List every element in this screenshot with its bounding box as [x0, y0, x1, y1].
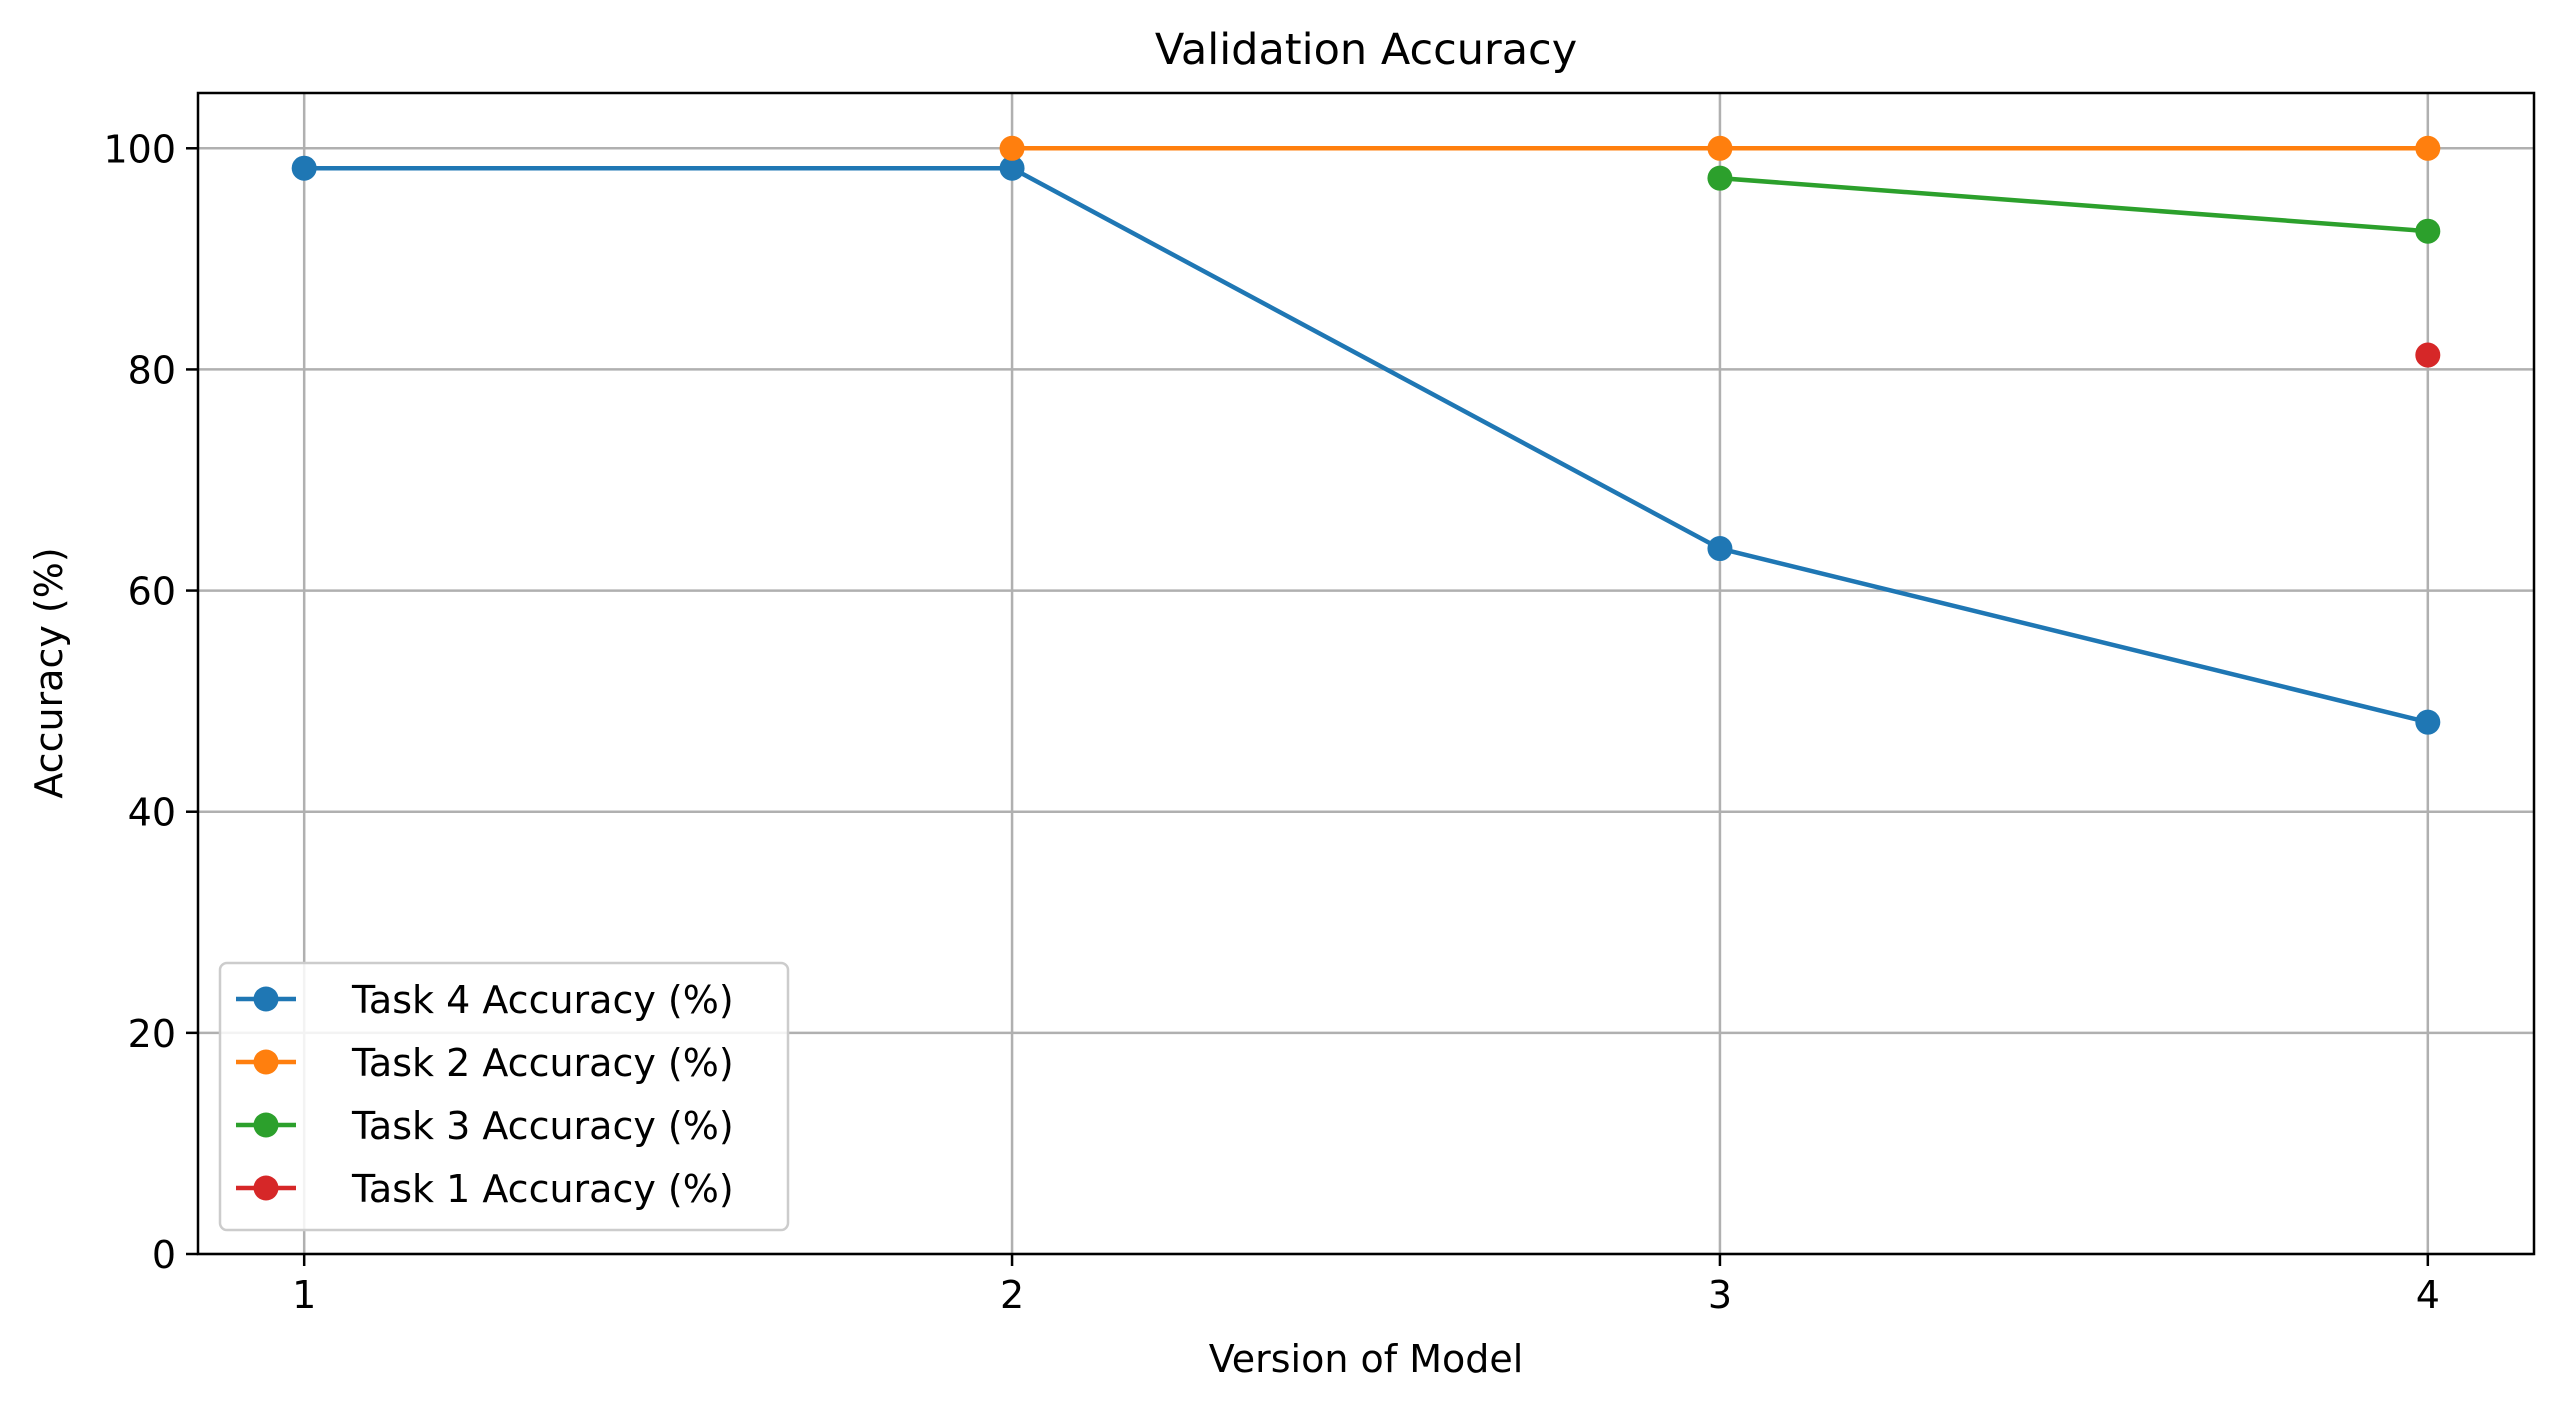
- legend-entry: Task 4 Accuracy (%): [236, 978, 734, 1022]
- x-tick-label: 4: [2416, 1273, 2440, 1317]
- y-tick-label: 100: [103, 127, 176, 171]
- x-tick-label: 1: [292, 1273, 316, 1317]
- plot-frame: [196, 91, 2536, 1256]
- x-tick-label: 2: [1000, 1273, 1024, 1317]
- x-axis-label: Version of Model: [1209, 1337, 1524, 1381]
- data-point: [1707, 165, 1733, 191]
- legend-label: Task 3 Accuracy (%): [351, 1104, 734, 1148]
- legend-box: [218, 961, 790, 1232]
- legend-label: Task 4 Accuracy (%): [351, 978, 734, 1022]
- data-point: [1707, 536, 1733, 562]
- y-tick-label: 20: [128, 1012, 176, 1056]
- legend-entry: Task 3 Accuracy (%): [236, 1104, 734, 1148]
- legend-entry: Task 2 Accuracy (%): [236, 1041, 734, 1085]
- legend-marker: [253, 1112, 279, 1138]
- legend-marker: [253, 1049, 279, 1075]
- data-point: [291, 155, 317, 181]
- series-1: [291, 155, 2441, 735]
- series-2: [999, 135, 2441, 161]
- data-point: [1707, 135, 1733, 161]
- y-tick-label: 40: [128, 791, 176, 835]
- y-axis-label: Accuracy (%): [27, 547, 71, 798]
- data-point: [2415, 218, 2441, 244]
- series-4: [2415, 342, 2441, 368]
- data-point: [2415, 342, 2441, 368]
- y-tick-label: 80: [128, 348, 176, 392]
- data-point: [2415, 135, 2441, 161]
- data-point: [999, 155, 1025, 181]
- legend-marker: [253, 1175, 279, 1201]
- data-point: [999, 135, 1025, 161]
- data-point: [2415, 709, 2441, 735]
- series-line: [1717, 175, 2431, 234]
- series-3: [1707, 165, 2441, 244]
- legend-marker: [253, 986, 279, 1012]
- y-tick-label: 60: [128, 570, 176, 614]
- series-group: [291, 135, 2441, 735]
- legend-label: Task 2 Accuracy (%): [351, 1041, 734, 1085]
- legend-entry: Task 1 Accuracy (%): [236, 1167, 734, 1211]
- y-tick-label: 0: [152, 1233, 176, 1277]
- x-tick-label: 3: [1708, 1273, 1732, 1317]
- legend: Task 4 Accuracy (%) Task 2 Accuracy (%) Ta…: [218, 961, 790, 1232]
- chart-title: Validation Accuracy: [1155, 25, 1577, 75]
- legend-label: Task 1 Accuracy (%): [351, 1167, 734, 1211]
- series-line: [301, 165, 2431, 725]
